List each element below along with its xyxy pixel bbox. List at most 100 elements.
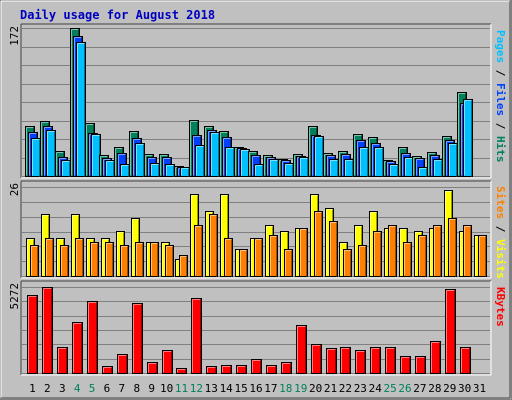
bar-pages-day-17 (269, 159, 279, 177)
panel-middle-max-label: 26 (8, 183, 21, 196)
bar-sites-day-18 (284, 249, 293, 277)
bar-sites-day-3 (60, 245, 69, 277)
bar-pages-day-10 (165, 164, 175, 177)
legend-item-kbytes: KBytes (494, 287, 507, 327)
x-tick-label: 13 (205, 382, 218, 395)
legend-bottom: KBytes (494, 287, 507, 327)
bar-sites-day-15 (239, 249, 248, 277)
x-tick-label: 9 (148, 382, 155, 395)
bar-pages-day-1 (31, 138, 41, 177)
panel-bottom: 5272 (8, 280, 492, 376)
x-tick-label: 21 (324, 382, 337, 395)
x-tick-label: 8 (133, 382, 140, 395)
x-tick-label: 11 (175, 382, 188, 395)
bar-pages-day-9 (150, 163, 160, 177)
x-tick-label: 19 (294, 382, 307, 395)
bar-kbytes-day-15 (236, 365, 247, 374)
bar-kbytes-day-5 (87, 301, 98, 374)
bar-kbytes-day-11 (176, 368, 187, 374)
bar-sites-day-24 (373, 231, 382, 277)
x-tick-label: 6 (104, 382, 111, 395)
x-tick-label: 18 (279, 382, 292, 395)
bar-pages-day-24 (374, 147, 384, 177)
bar-pages-day-4 (76, 42, 86, 177)
bar-kbytes-day-12 (191, 298, 202, 374)
legend-separator: / (494, 63, 507, 83)
bar-pages-day-19 (299, 157, 309, 177)
bar-pages-day-16 (254, 164, 264, 177)
bar-kbytes-day-1 (27, 295, 38, 374)
bar-kbytes-day-9 (147, 362, 158, 374)
bar-pages-day-11 (180, 167, 190, 177)
legend-item-hits: Hits (494, 136, 507, 163)
x-tick-label: 28 (428, 382, 441, 395)
bar-pages-day-18 (284, 163, 294, 177)
bar-kbytes-day-28 (430, 341, 441, 374)
x-axis-labels: 1 2 3 4 5 6 7 8 9 10 11 12 13 14 15 16 17 18 19 20 21 22 23 24 2… (29, 382, 486, 395)
bar-kbytes-day-2 (42, 287, 53, 374)
bar-kbytes-day-22 (340, 347, 351, 374)
bar-kbytes-day-23 (355, 350, 366, 374)
bar-kbytes-day-24 (370, 347, 381, 374)
legend-middle: Sites / Visits (494, 186, 507, 279)
bar-sites-day-20 (314, 211, 323, 277)
chart-panels: 172 26 5272 (8, 23, 492, 376)
bar-sites-day-21 (329, 221, 338, 277)
bar-sites-day-12 (194, 225, 203, 277)
bar-kbytes-day-8 (132, 303, 143, 374)
bar-sites-day-25 (388, 225, 397, 277)
x-tick-label: 20 (309, 382, 322, 395)
x-tick-label: 12 (190, 382, 203, 395)
bar-pages-day-13 (210, 132, 220, 177)
bar-kbytes-day-27 (415, 356, 426, 374)
x-tick-label: 26 (398, 382, 411, 395)
legend-item-sites: Sites (494, 186, 507, 219)
bar-sites-day-14 (224, 238, 233, 277)
bar-sites-day-9 (150, 242, 159, 277)
bar-kbytes-day-20 (311, 344, 322, 374)
bar-pages-day-27 (418, 167, 428, 177)
legend-item-visits: Visits (494, 239, 507, 279)
bar-sites-day-4 (75, 238, 84, 277)
bar-pages-day-22 (344, 159, 354, 177)
bar-kbytes-day-6 (102, 366, 113, 374)
bar-kbytes-day-3 (57, 347, 68, 374)
legend-separator: / (494, 219, 507, 239)
legend-separator: / (494, 116, 507, 136)
panel-top: 172 (8, 23, 492, 179)
panel-middle: 26 (8, 180, 492, 279)
x-tick-label: 5 (89, 382, 96, 395)
bar-kbytes-day-19 (296, 325, 307, 374)
bar-sites-day-28 (433, 225, 442, 277)
bar-sites-day-7 (120, 245, 129, 277)
x-tick-label: 31 (473, 382, 486, 395)
bar-sites-day-1 (30, 245, 39, 277)
bar-kbytes-day-26 (400, 356, 411, 374)
bar-sites-day-6 (105, 242, 114, 277)
bar-kbytes-day-7 (117, 354, 128, 374)
bar-sites-day-8 (135, 242, 144, 277)
x-tick-label: 17 (264, 382, 277, 395)
bar-pages-day-12 (195, 145, 205, 177)
panel-bottom-max-label: 5272 (8, 283, 21, 310)
x-tick-label: 3 (59, 382, 66, 395)
bar-kbytes-day-10 (162, 350, 173, 374)
x-tick-label: 4 (74, 382, 81, 395)
bar-sites-day-19 (299, 228, 308, 277)
bar-pages-day-6 (105, 160, 115, 177)
x-tick-label: 7 (119, 382, 126, 395)
bar-kbytes-day-16 (251, 359, 262, 374)
legend-item-files: Files (494, 83, 507, 116)
x-tick-label: 10 (160, 382, 173, 395)
x-tick-label: 27 (413, 382, 426, 395)
bar-pages-day-8 (135, 143, 145, 177)
bar-sites-day-2 (45, 238, 54, 277)
bar-pages-day-20 (314, 136, 324, 177)
bar-pages-day-14 (225, 147, 235, 177)
bar-kbytes-day-17 (266, 365, 277, 374)
bar-pages-day-3 (61, 160, 71, 177)
bar-pages-day-7 (120, 164, 130, 177)
bar-kbytes-day-25 (385, 347, 396, 374)
bar-pages-day-25 (389, 164, 399, 177)
